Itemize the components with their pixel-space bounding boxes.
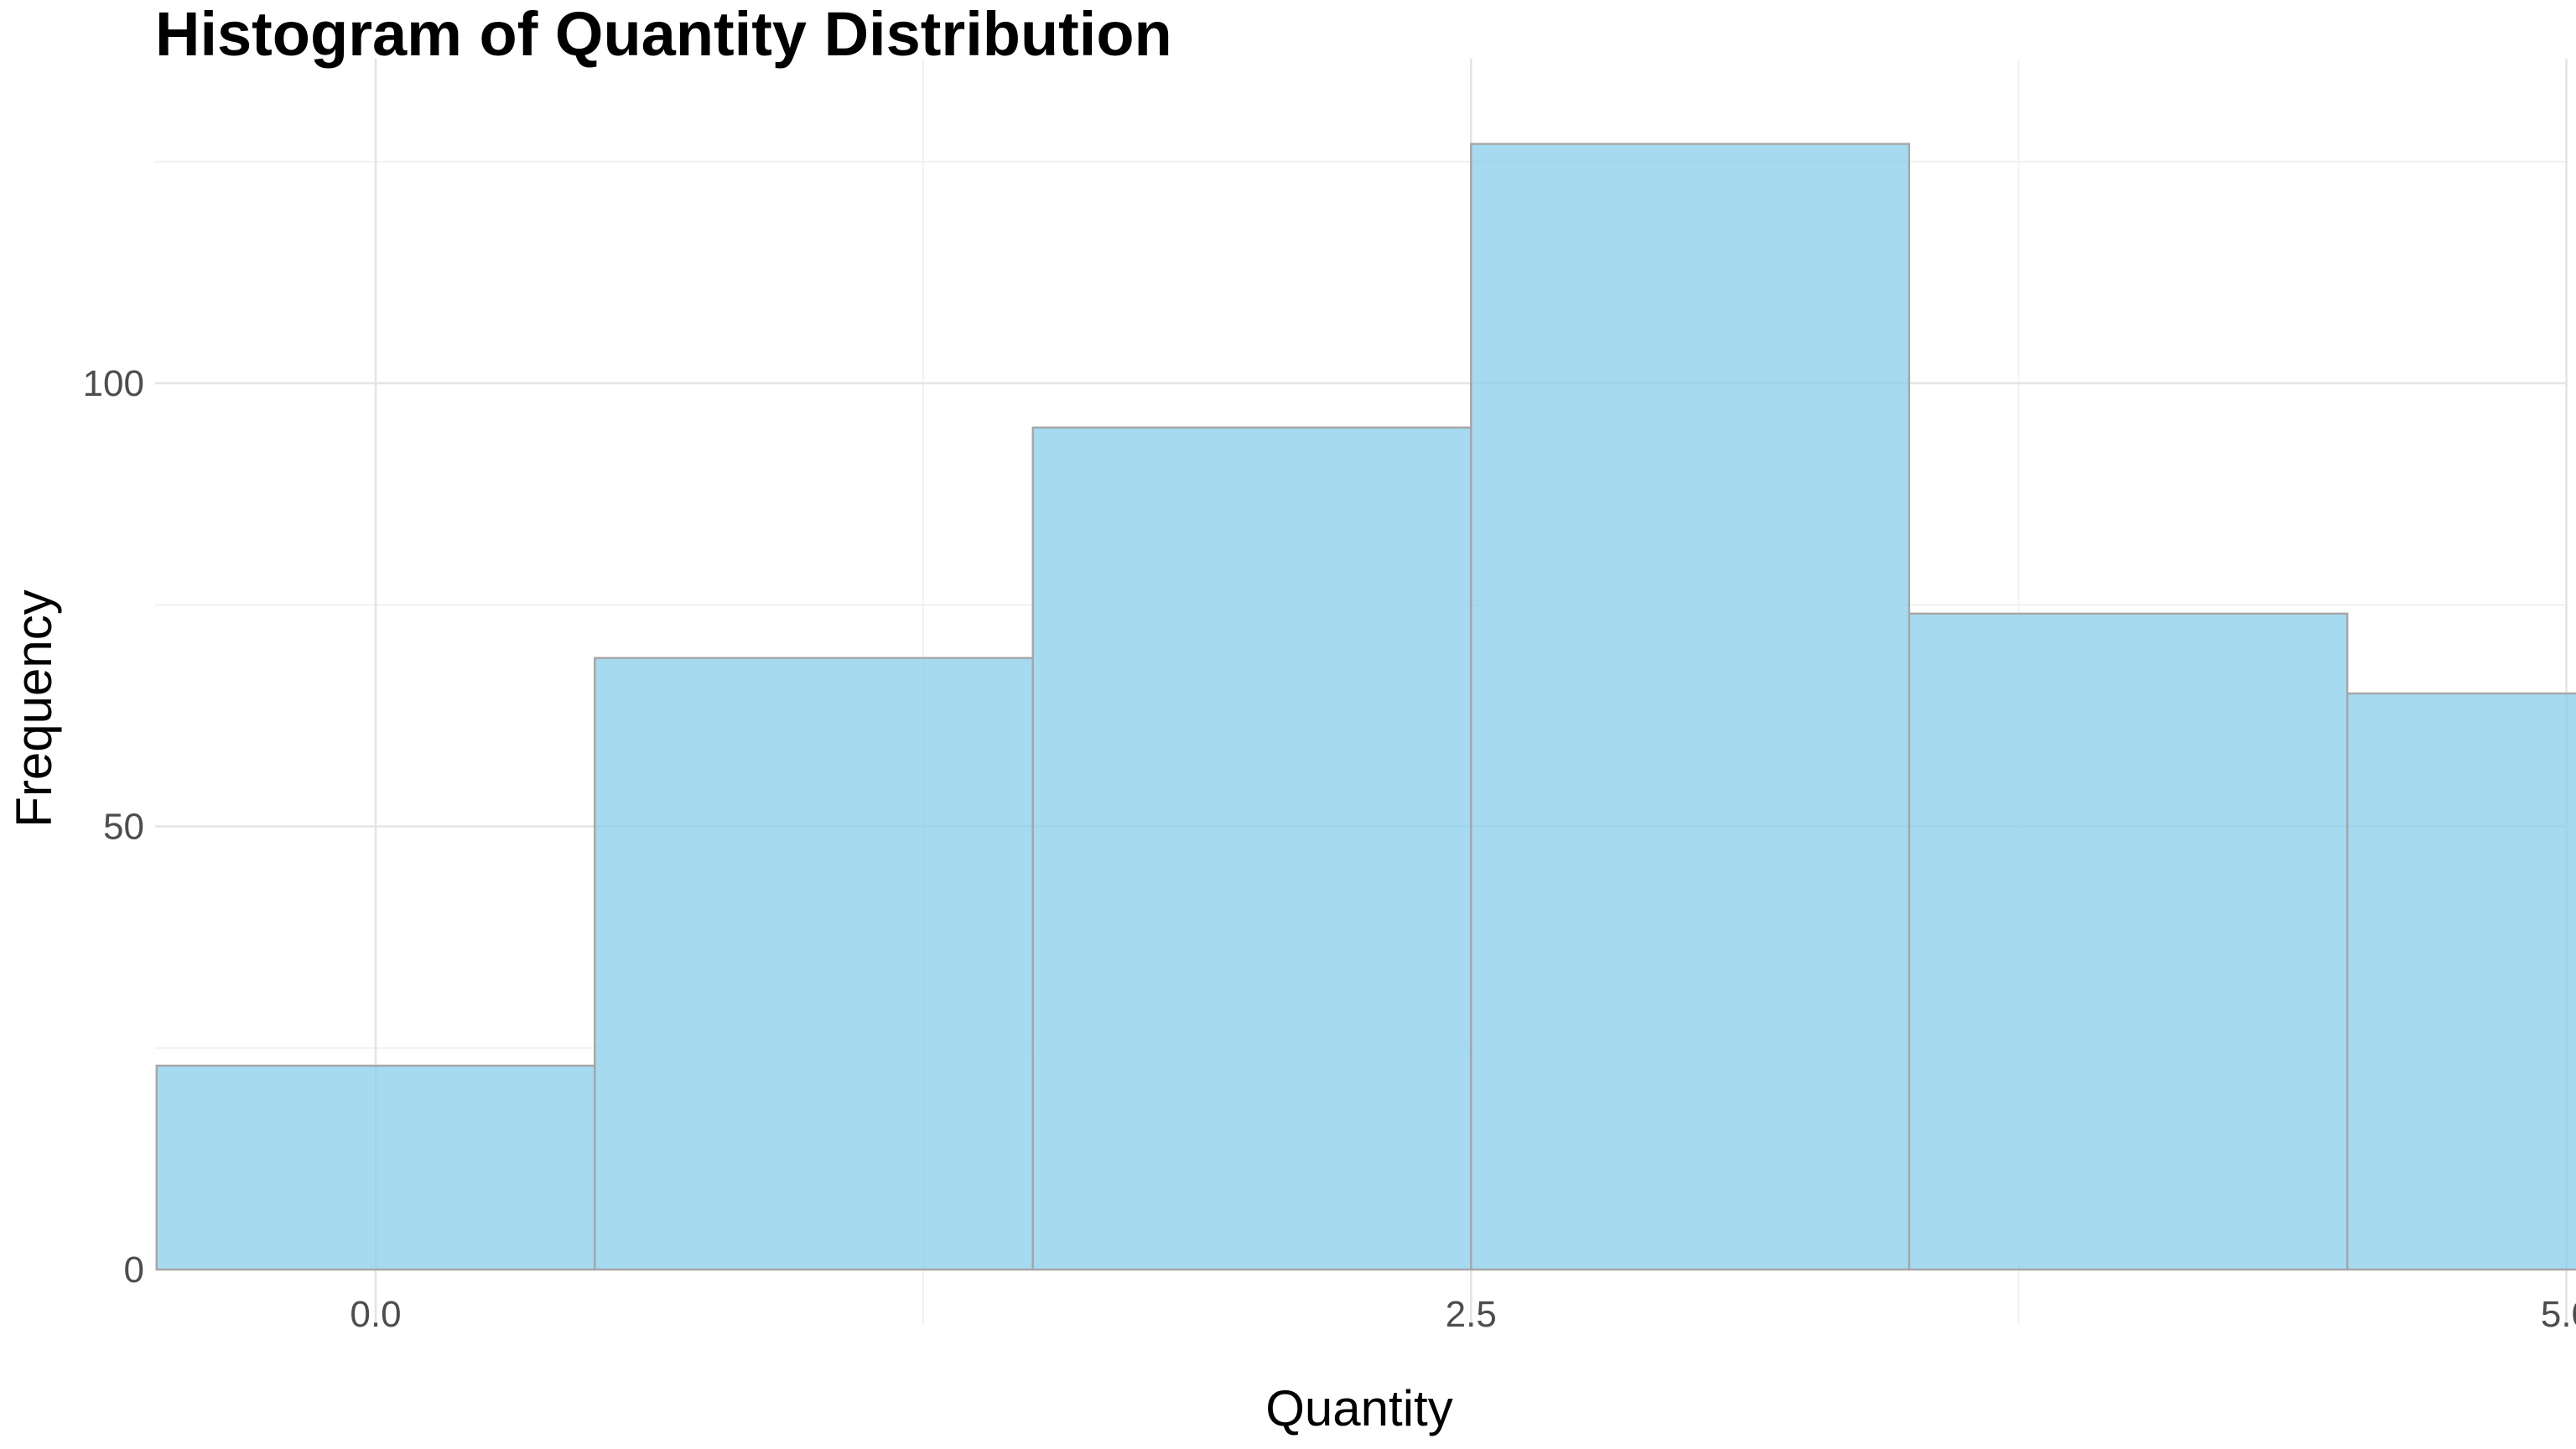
chart-title: Histogram of Quantity Distribution xyxy=(155,0,1172,69)
histogram-bar xyxy=(1908,612,2349,1271)
x-axis-title: Quantity xyxy=(1265,1380,1452,1436)
histogram-bar xyxy=(155,1064,596,1271)
histogram-bar xyxy=(594,657,1034,1271)
y-tick-label: 100 xyxy=(83,363,144,404)
x-tick-label: 0.0 xyxy=(350,1294,401,1335)
x-tick-label: 2.5 xyxy=(1446,1294,1497,1335)
y-axis-title: Frequency xyxy=(6,589,62,827)
x-axis-tick-labels: 0.02.55.07.510. xyxy=(350,1294,2576,1335)
histogram-bar xyxy=(1470,143,1910,1271)
histogram-bar xyxy=(2346,692,2576,1271)
histogram-bars xyxy=(155,143,2576,1271)
x-tick-label: 5.0 xyxy=(2541,1294,2576,1335)
y-tick-label: 0 xyxy=(124,1249,144,1291)
y-axis-tick-labels: 0 50 100 xyxy=(83,363,144,1291)
histogram-bar xyxy=(1031,426,1472,1271)
y-tick-label: 50 xyxy=(103,807,144,848)
